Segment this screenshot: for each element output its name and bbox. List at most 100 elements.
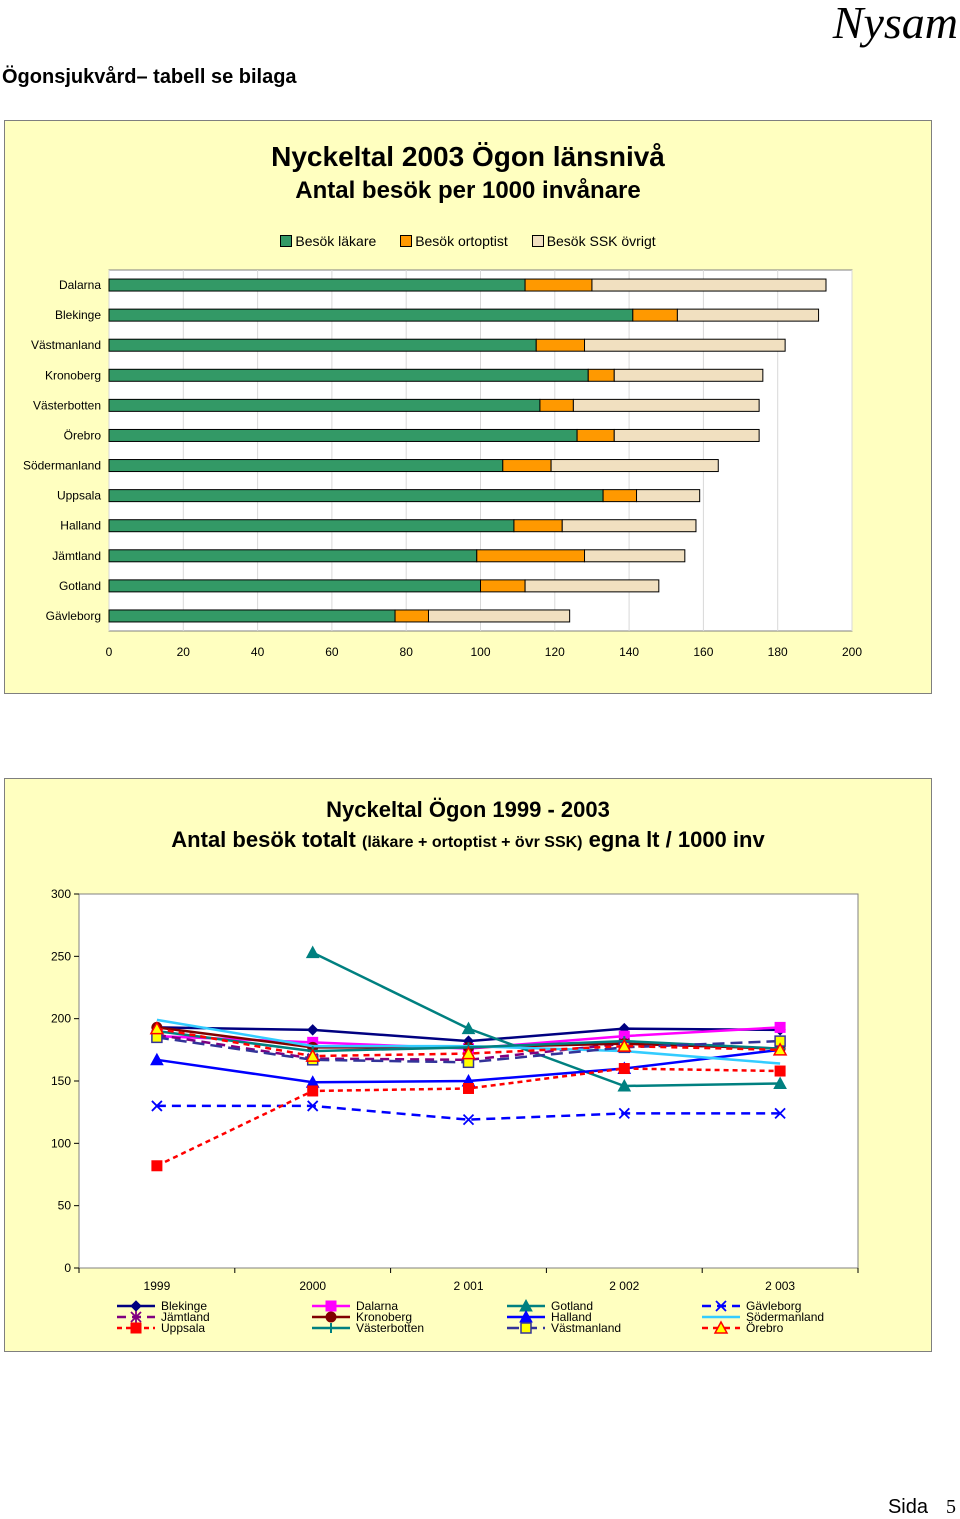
bar-segment <box>108 519 515 533</box>
legend-marker-rebro <box>713 1320 729 1334</box>
legend-label-rebro: Örebro <box>746 1321 784 1335</box>
line-chart-subtitle-part3: egna lt / 1000 inv <box>582 827 765 852</box>
legend-item-ortoptist: Besök ortoptist <box>400 233 508 249</box>
legend-label-dalarna: Dalarna <box>356 1299 398 1313</box>
bar-segment <box>480 579 526 593</box>
bar-category-label: Halland <box>60 519 101 533</box>
line-series-g-vleborg <box>151 1100 786 1126</box>
legend-entry-gotland: Gotland <box>507 1298 593 1313</box>
bar-segment <box>584 549 686 563</box>
line-x-tick-label: 1999 <box>144 1279 171 1293</box>
bar-segment <box>108 338 537 352</box>
legend-marker-v-stmanland <box>520 1322 532 1334</box>
legend-entry-dalarna: Dalarna <box>312 1299 398 1313</box>
line-chart-svg: 0 50 100 150 200 250 300 1999 2000 2 001 2 002 2 00… <box>51 887 859 1335</box>
bar-segment <box>108 609 396 623</box>
bar-segment <box>108 459 504 473</box>
bar-category-label: Västerbotten <box>33 398 101 412</box>
legend-label-lakare: Besök läkare <box>295 233 377 249</box>
line-y-tick-label: 200 <box>51 1012 71 1026</box>
line-point-g-vleborg <box>618 1107 630 1120</box>
legend-label-blekinge: Blekinge <box>161 1299 207 1313</box>
bar-category-label: Örebro <box>64 428 102 442</box>
page-number: 5 <box>946 1496 956 1518</box>
bar-x-tick-label: 160 <box>693 645 713 659</box>
bar-segment <box>108 549 478 563</box>
bar-segment <box>613 368 764 382</box>
line-point-rebro <box>772 1042 788 1056</box>
legend-label-kronoberg: Kronoberg <box>356 1310 412 1324</box>
line-point-rebro <box>617 1038 632 1052</box>
bar-segment <box>584 338 786 352</box>
bar-chart-svg: 0 20 40 60 80 100 120 140 160 180 200 Dalarna Blekin… <box>23 269 862 659</box>
line-x-tick-label: 2000 <box>299 1279 326 1293</box>
bar-category-label: Blekinge <box>55 308 101 322</box>
bar-segment <box>427 609 571 623</box>
line-point-gotland <box>773 1076 787 1089</box>
line-point-gotland <box>305 945 320 959</box>
legend-entry-halland: Halland <box>507 1309 592 1324</box>
legend-marker-v-sterbotten <box>326 1323 336 1333</box>
line-point-rebro <box>149 1021 165 1035</box>
line-x-tick-label: 2 001 <box>453 1279 483 1293</box>
bar-segment <box>550 459 719 473</box>
line-path-gotland <box>312 951 781 1088</box>
bar-segment <box>576 428 615 442</box>
line-chart-subtitle-part1: Antal besök totalt <box>171 827 362 852</box>
bar-x-tick-label: 140 <box>619 645 639 659</box>
line-chart-subtitle-part2: (läkare + ortoptist + övr SSK) <box>361 834 583 851</box>
bar-segment <box>676 308 820 322</box>
line-y-tick-label: 0 <box>64 1261 71 1275</box>
bar-segment <box>394 609 429 623</box>
bar-category-label: Gävleborg <box>46 609 101 623</box>
line-path-j-mtland <box>156 1033 781 1062</box>
line-point-uppsala <box>618 1063 630 1075</box>
bar-segment <box>108 278 526 292</box>
bar-category-label: Jämtland <box>52 549 101 563</box>
legend-entry-kronoberg: Kronoberg <box>312 1310 412 1324</box>
bar-segment <box>587 368 615 382</box>
line-point-g-vleborg <box>462 1114 475 1126</box>
bar-segment <box>535 338 586 352</box>
bar-segment <box>524 278 593 292</box>
bar-segment <box>108 368 589 382</box>
legend-entry-blekinge: Blekinge <box>117 1299 207 1313</box>
bar-segment <box>502 459 552 473</box>
bar-x-tick-label: 20 <box>177 645 191 659</box>
bar-segment <box>476 549 586 563</box>
line-point-uppsala <box>151 1160 163 1172</box>
legend-label-j-mtland: Jämtland <box>161 1310 210 1324</box>
bar-x-tick-label: 80 <box>400 645 414 659</box>
legend-entry-v-sterbotten: Västerbotten <box>312 1321 424 1335</box>
line-chart-subtitle: Antal besök totalt (läkare + ortoptist +… <box>5 827 931 853</box>
bar-chart-legend: Besök läkare Besök ortoptist Besök SSK ö… <box>5 233 931 249</box>
line-chart-title: Nyckeltal Ögon 1999 - 2003 <box>326 797 610 822</box>
line-y-tick-label: 300 <box>51 887 71 901</box>
legend-label-ssk: Besök SSK övrigt <box>546 233 656 249</box>
legend-item-lakare: Besök läkare <box>280 233 376 249</box>
page-heading: Ögonsjukvård– tabell se bilaga <box>2 66 297 88</box>
legend-entry-s-dermanland: Södermanland <box>702 1310 824 1324</box>
bar-category-label: Uppsala <box>57 489 101 503</box>
line-point-gotland <box>617 1078 632 1092</box>
legend-marker-halland <box>519 1309 533 1323</box>
legend-swatch-lakare <box>280 235 293 247</box>
legend-label-uppsala: Uppsala <box>161 1321 205 1335</box>
line-x-tick-label: 2 002 <box>609 1279 639 1293</box>
legend-swatch-ortoptist <box>400 235 413 247</box>
bar-segment <box>108 308 634 322</box>
line-point-uppsala <box>774 1065 786 1077</box>
bar-segment <box>513 519 563 533</box>
line-y-tick-label: 50 <box>58 1199 72 1213</box>
line-chart-panel: Nyckeltal Ögon 1999 - 2003 Antal besök t… <box>4 778 932 1352</box>
legend-marker-j-mtland <box>130 1311 142 1323</box>
bar-category-label: Kronoberg <box>45 368 101 382</box>
bar-x-tick-label: 200 <box>842 645 862 659</box>
line-point-blekinge <box>306 1024 319 1036</box>
legend-label-ortoptist: Besök ortoptist <box>415 233 508 249</box>
bar-segment <box>602 489 638 503</box>
bar-segment <box>108 579 481 593</box>
bar-segment <box>591 278 827 292</box>
legend-swatch-ssk <box>531 235 544 247</box>
line-point-g-vleborg <box>151 1100 163 1112</box>
